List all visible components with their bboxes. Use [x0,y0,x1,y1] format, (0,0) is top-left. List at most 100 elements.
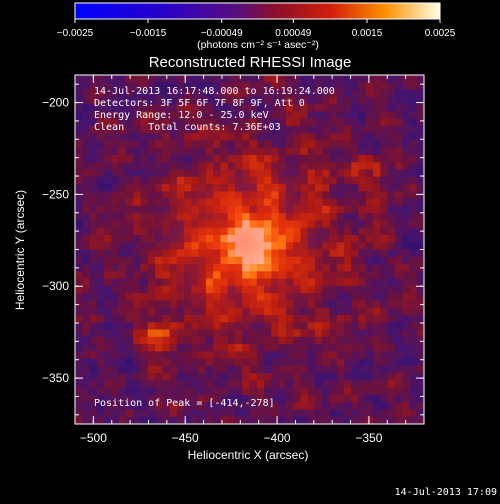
heatmap-cell [344,75,352,83]
heatmap-cell [344,169,352,178]
heatmap-cell [111,118,120,127]
heatmap-cell [198,147,207,156]
heatmap-cell [293,416,301,424]
heatmap-cell [336,293,345,301]
heatmap-cell [322,104,331,112]
heatmap-cell [104,409,112,418]
heatmap-cell [82,249,91,258]
heatmap-cell [96,111,105,120]
heatmap-cell [365,220,374,229]
heatmap-cell [89,373,98,381]
heatmap-cell [89,147,98,156]
heatmap-cell [278,82,287,91]
heatmap-cell [242,373,251,381]
heatmap-cell [125,147,134,156]
heatmap-cell [147,89,156,98]
heatmap-cell [329,394,338,403]
heatmap-cell [213,125,222,134]
heatmap-cell [314,373,323,381]
heatmap-cell [373,125,381,134]
heatmap-cell [147,271,156,280]
heatmap-cell [373,351,381,360]
heatmap-cell [293,402,301,411]
heatmap-cell [75,89,83,98]
heatmap-cell [176,387,185,396]
heatmap-cell [111,307,120,316]
heatmap-cell [285,344,294,352]
heatmap-cell [104,249,112,258]
heatmap-cell [358,293,367,301]
heatmap-cell [133,307,142,316]
heatmap-cell [358,213,367,222]
heatmap-cell [89,133,98,142]
heatmap-cell [133,322,142,331]
heatmap-cell [409,234,418,243]
heatmap-cell [409,220,418,229]
heatmap-cell [322,147,331,156]
heatmap-cell [351,278,360,287]
heatmap-cell [293,344,301,352]
heatmap-cell [264,373,272,381]
heatmap-cell [387,336,396,345]
heatmap-cell [380,307,389,316]
heatmap-cell [162,118,171,127]
heatmap-cell [409,176,418,185]
heatmap-cell [118,111,127,120]
heatmap-cell [118,387,127,396]
heatmap-cell [104,125,112,134]
heatmap-cell [394,242,403,251]
heatmap-cell [205,402,214,411]
heatmap-cell [89,380,98,389]
heatmap-cell [394,118,403,127]
heatmap-cell [227,133,236,142]
heatmap-cell [307,336,316,345]
heatmap-cell [336,198,345,207]
heatmap-cell [351,365,360,374]
heatmap-cell [242,351,251,360]
heatmap-cell [351,293,360,301]
heatmap-cell [365,140,374,149]
heatmap-cell [271,402,280,411]
heatmap-cell [242,402,251,411]
heatmap-cell [373,300,381,309]
heatmap-cell [104,307,112,316]
heatmap-cell [365,111,374,120]
heatmap-cell [394,264,403,272]
heatmap-cell [307,111,316,120]
heatmap-cell [213,329,222,338]
heatmap-cell [133,314,142,323]
heatmap-cell [96,147,105,156]
heatmap-cell [358,104,367,112]
heatmap-cell [125,133,134,142]
heatmap-cell [322,154,331,163]
x-tick-label: −350 [355,431,382,445]
heatmap-cell [242,96,251,105]
heatmap-cell [322,394,331,403]
heatmap-cell [205,82,214,91]
heatmap-cell [147,373,156,381]
heatmap-cell [96,358,105,367]
heatmap-cell [416,278,424,287]
heatmap-cell [329,285,338,294]
heatmap-cell [205,387,214,396]
heatmap-cell [111,198,120,207]
heatmap-cell [380,198,389,207]
heatmap-cell [96,249,105,258]
heatmap-cell [358,111,367,120]
heatmap-cell [125,82,134,91]
heatmap-cell [358,75,367,83]
heatmap-cell [387,373,396,381]
heatmap-cell [191,111,200,120]
heatmap-cell [154,154,163,163]
heatmap-cell [314,380,323,389]
heatmap-cell [169,322,178,331]
heatmap-cell [409,125,418,134]
heatmap-cell [111,96,120,105]
heatmap-cell [358,336,367,345]
heatmap-cell [344,351,352,360]
heatmap-cell [336,75,345,83]
heatmap-cell [285,416,294,424]
heatmap-cell [198,344,207,352]
heatmap-cell [140,329,149,338]
heatmap-cell [271,416,280,424]
